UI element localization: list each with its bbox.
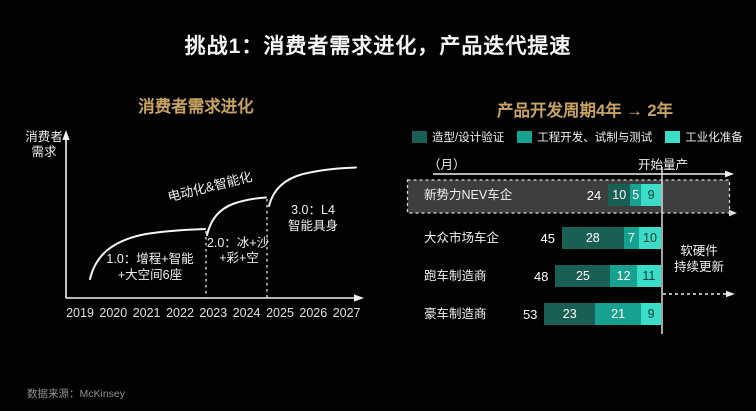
s-curve-2 bbox=[206, 196, 267, 236]
x-axis-arrow-icon bbox=[354, 294, 364, 302]
bar-row: 45 28 7 10 bbox=[541, 227, 661, 249]
bar-segment: 10 bbox=[639, 227, 661, 249]
stage2-label: +彩+空 bbox=[219, 251, 259, 265]
unit-label: （月） bbox=[428, 158, 466, 172]
year-tick: 2023 bbox=[199, 306, 227, 320]
highlight-box-arrow-icon bbox=[729, 209, 737, 217]
bar-segment: 10 bbox=[608, 184, 631, 206]
bar-segment: 9 bbox=[641, 184, 661, 206]
bar-chart-decorations bbox=[406, 167, 737, 334]
source-note: 数据来源：McKinsey bbox=[27, 388, 126, 400]
left-chart-title: 消费者需求进化 bbox=[138, 96, 254, 116]
year-tick: 2025 bbox=[266, 306, 294, 320]
legend-item: 工业化准备 bbox=[665, 129, 743, 145]
update-arrow-head-icon bbox=[726, 290, 735, 298]
legend-label: 工程开发、试制与测试 bbox=[537, 132, 653, 144]
bar-segment: 11 bbox=[636, 265, 661, 287]
y-axis-arrow-icon bbox=[62, 130, 70, 140]
bar-total: 48 bbox=[533, 268, 549, 284]
category-label: 豪车制造商 bbox=[424, 307, 487, 321]
bar-segment: 23 bbox=[544, 303, 596, 325]
stage3-label: 3.0：L4 bbox=[291, 203, 335, 217]
legend-item: 造型/设计验证 bbox=[412, 129, 504, 145]
bar-segment: 9 bbox=[641, 303, 661, 325]
continuous-update-annotation: 软硬件 持续更新 bbox=[662, 243, 736, 275]
category-label: 大众市场车企 bbox=[424, 231, 500, 245]
legend-swatch-styling-icon bbox=[412, 131, 427, 143]
legend-item: 工程开发、试制与测试 bbox=[517, 129, 652, 145]
consumer-demand-chart: 消费者需求进化 消费者 需求 电动化&智能化 1.0：增程+智能 +大空间6座 … bbox=[25, 96, 364, 320]
year-tick: 2020 bbox=[99, 306, 127, 320]
bar-segment: 21 bbox=[595, 303, 642, 325]
legend: 造型/设计验证 工程开发、试制与测试 工业化准备 bbox=[412, 129, 743, 145]
legend-swatch-engineering-icon bbox=[517, 131, 533, 143]
year-tick: 2026 bbox=[299, 306, 327, 320]
s-curve-1 bbox=[89, 228, 206, 280]
annotation-line: 软硬件 bbox=[680, 244, 718, 258]
trend-label: 电动化&智能化 bbox=[166, 169, 254, 205]
slide-title: 挑战1：消费者需求进化，产品迭代提速 bbox=[184, 35, 572, 58]
right-chart-title: 产品开发周期4年 → 2年 bbox=[496, 102, 674, 120]
bar-segment: 25 bbox=[555, 265, 611, 287]
bar-segment: 28 bbox=[562, 227, 624, 249]
stage2-label: 2.0：冰+沙 bbox=[207, 236, 270, 250]
legend-label: 造型/设计验证 bbox=[432, 132, 505, 144]
timeline-arrow-head-icon bbox=[725, 170, 734, 178]
highlight-box bbox=[406, 179, 731, 214]
stage1-label: 1.0：增程+智能 bbox=[106, 251, 194, 266]
s-curve-3 bbox=[268, 166, 357, 207]
bar-segment: 12 bbox=[610, 265, 637, 287]
year-tick: 2024 bbox=[233, 306, 261, 320]
year-tick: 2021 bbox=[133, 306, 161, 320]
year-tick: 2022 bbox=[166, 306, 194, 320]
bar-total: 45 bbox=[540, 230, 556, 246]
annotation-line: 持续更新 bbox=[673, 260, 724, 274]
stage3-label: 智能具身 bbox=[288, 218, 338, 233]
bar-segment: 7 bbox=[623, 227, 639, 249]
category-label: 跑车制造商 bbox=[424, 269, 487, 283]
bar-row: 24 10 5 9 bbox=[587, 184, 661, 206]
legend-label: 工业化准备 bbox=[685, 132, 743, 144]
bar-segment: 5 bbox=[630, 184, 642, 206]
sop-label: 开始量产 bbox=[638, 158, 689, 172]
year-tick: 2019 bbox=[66, 306, 94, 320]
bar-total: 24 bbox=[586, 187, 602, 203]
stage1-label: +大空间6座 bbox=[118, 267, 182, 282]
bar-row: 53 23 21 9 bbox=[523, 303, 661, 325]
y-axis-label: 消费者 bbox=[25, 130, 63, 144]
y-axis-label: 需求 bbox=[31, 145, 57, 159]
legend-swatch-industrialization-icon bbox=[665, 131, 681, 143]
bar-total: 53 bbox=[522, 306, 538, 322]
bar-row: 48 25 12 11 bbox=[534, 265, 661, 287]
year-tick: 2027 bbox=[333, 306, 361, 320]
category-label: 新势力NEV车企 bbox=[424, 188, 513, 202]
